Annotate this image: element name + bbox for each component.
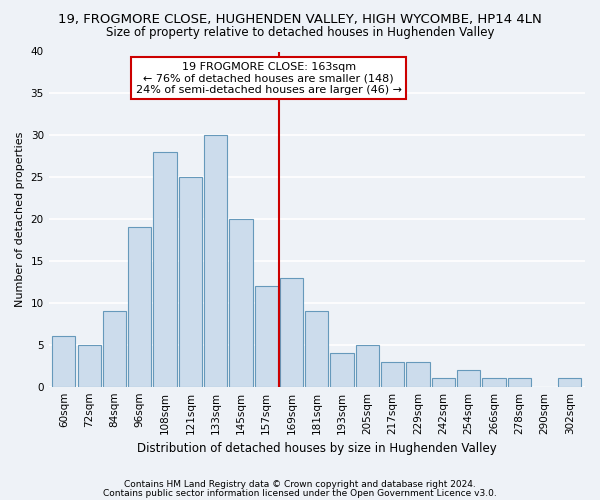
- Bar: [381, 362, 404, 386]
- Text: Contains HM Land Registry data © Crown copyright and database right 2024.: Contains HM Land Registry data © Crown c…: [124, 480, 476, 489]
- Bar: [77, 345, 101, 387]
- X-axis label: Distribution of detached houses by size in Hughenden Valley: Distribution of detached houses by size …: [137, 442, 497, 455]
- Bar: [482, 378, 506, 386]
- Bar: [508, 378, 531, 386]
- Bar: [457, 370, 480, 386]
- Bar: [179, 177, 202, 386]
- Bar: [558, 378, 581, 386]
- Bar: [331, 353, 354, 386]
- Bar: [406, 362, 430, 386]
- Bar: [356, 345, 379, 387]
- Bar: [229, 219, 253, 386]
- Bar: [431, 378, 455, 386]
- Text: Size of property relative to detached houses in Hughenden Valley: Size of property relative to detached ho…: [106, 26, 494, 39]
- Y-axis label: Number of detached properties: Number of detached properties: [15, 132, 25, 307]
- Text: Contains public sector information licensed under the Open Government Licence v3: Contains public sector information licen…: [103, 489, 497, 498]
- Bar: [280, 278, 303, 386]
- Bar: [305, 312, 328, 386]
- Text: 19, FROGMORE CLOSE, HUGHENDEN VALLEY, HIGH WYCOMBE, HP14 4LN: 19, FROGMORE CLOSE, HUGHENDEN VALLEY, HI…: [58, 12, 542, 26]
- Text: 19 FROGMORE CLOSE: 163sqm
← 76% of detached houses are smaller (148)
24% of semi: 19 FROGMORE CLOSE: 163sqm ← 76% of detac…: [136, 62, 401, 95]
- Bar: [52, 336, 76, 386]
- Bar: [128, 228, 151, 386]
- Bar: [204, 136, 227, 386]
- Bar: [254, 286, 278, 386]
- Bar: [154, 152, 176, 386]
- Bar: [103, 312, 126, 386]
